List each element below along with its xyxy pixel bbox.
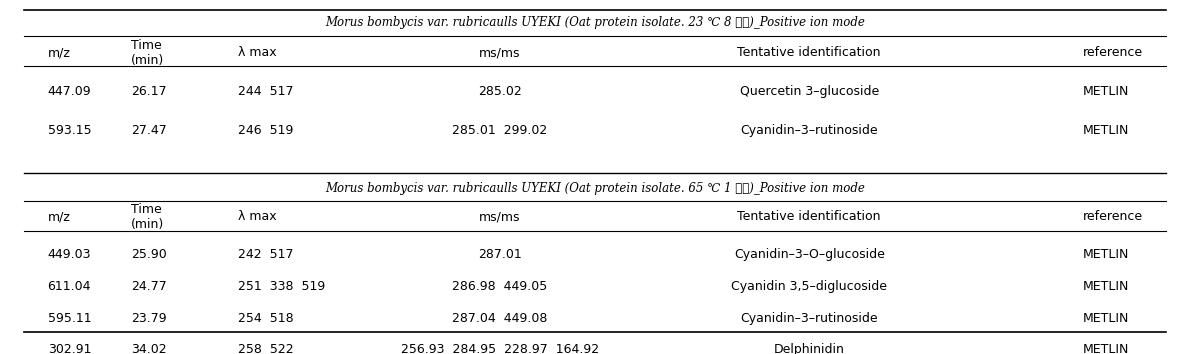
Text: 242  517: 242 517	[238, 249, 294, 262]
Text: Time
(min): Time (min)	[131, 203, 164, 231]
Text: λ max: λ max	[238, 211, 276, 223]
Text: 447.09: 447.09	[48, 85, 92, 98]
Text: ms/ms: ms/ms	[480, 46, 520, 59]
Text: 256.93  284.95  228.97  164.92: 256.93 284.95 228.97 164.92	[401, 343, 599, 354]
Text: 244  517: 244 517	[238, 85, 294, 98]
Text: m/z: m/z	[48, 211, 70, 223]
Text: METLIN: METLIN	[1083, 85, 1129, 98]
Text: 285.02: 285.02	[478, 85, 521, 98]
Text: METLIN: METLIN	[1083, 343, 1129, 354]
Text: METLIN: METLIN	[1083, 312, 1129, 325]
Text: Cyanidin 3,5–diglucoside: Cyanidin 3,5–diglucoside	[731, 280, 888, 293]
Text: Morus bombycis var. rubricaulls UYEKI (Oat protein isolate. 65 ℃ 1 시간)_Positive : Morus bombycis var. rubricaulls UYEKI (O…	[325, 182, 865, 195]
Text: Delphinidin: Delphinidin	[774, 343, 845, 354]
Text: 287.04  449.08: 287.04 449.08	[452, 312, 547, 325]
Text: λ max: λ max	[238, 46, 276, 59]
Text: reference: reference	[1083, 46, 1144, 59]
Text: Cyanidin–3–rutinoside: Cyanidin–3–rutinoside	[740, 124, 878, 137]
Text: Cyanidin–3–rutinoside: Cyanidin–3–rutinoside	[740, 312, 878, 325]
Text: 34.02: 34.02	[131, 343, 167, 354]
Text: 595.11: 595.11	[48, 312, 92, 325]
Text: 258  522: 258 522	[238, 343, 294, 354]
Text: 26.17: 26.17	[131, 85, 167, 98]
Text: Quercetin 3–glucoside: Quercetin 3–glucoside	[739, 85, 879, 98]
Text: 302.91: 302.91	[48, 343, 92, 354]
Text: 611.04: 611.04	[48, 280, 92, 293]
Text: 25.90: 25.90	[131, 249, 167, 262]
Text: reference: reference	[1083, 211, 1144, 223]
Text: 449.03: 449.03	[48, 249, 92, 262]
Text: 254  518: 254 518	[238, 312, 294, 325]
Text: 251  338  519: 251 338 519	[238, 280, 325, 293]
Text: METLIN: METLIN	[1083, 249, 1129, 262]
Text: 286.98  449.05: 286.98 449.05	[452, 280, 547, 293]
Text: 246  519: 246 519	[238, 124, 294, 137]
Text: Cyanidin–3–O–glucoside: Cyanidin–3–O–glucoside	[734, 249, 884, 262]
Text: Tentative identification: Tentative identification	[738, 211, 881, 223]
Text: 593.15: 593.15	[48, 124, 92, 137]
Text: METLIN: METLIN	[1083, 280, 1129, 293]
Text: Morus bombycis var. rubricaulls UYEKI (Oat protein isolate. 23 ℃ 8 시간)_Positive : Morus bombycis var. rubricaulls UYEKI (O…	[325, 16, 865, 29]
Text: 287.01: 287.01	[478, 249, 521, 262]
Text: 27.47: 27.47	[131, 124, 167, 137]
Text: 23.79: 23.79	[131, 312, 167, 325]
Text: Tentative identification: Tentative identification	[738, 46, 881, 59]
Text: 24.77: 24.77	[131, 280, 167, 293]
Text: 285.01  299.02: 285.01 299.02	[452, 124, 547, 137]
Text: Time
(min): Time (min)	[131, 39, 164, 67]
Text: ms/ms: ms/ms	[480, 211, 520, 223]
Text: m/z: m/z	[48, 46, 70, 59]
Text: METLIN: METLIN	[1083, 124, 1129, 137]
